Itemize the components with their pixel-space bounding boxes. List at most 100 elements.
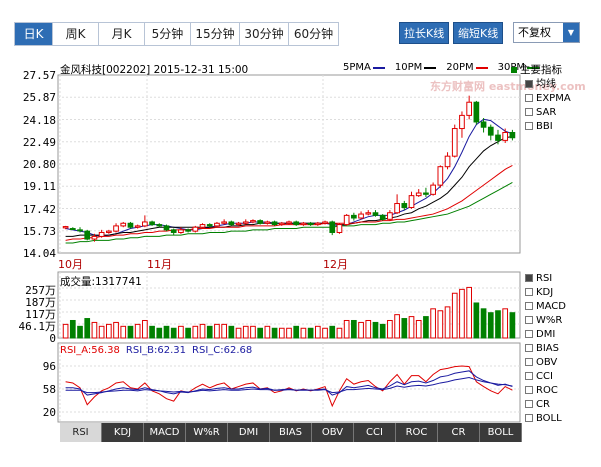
checkbox-icon[interactable] xyxy=(525,344,533,352)
rsi-panel-frame xyxy=(57,342,521,423)
indicator-tab[interactable]: RSI xyxy=(60,423,102,442)
volume-bar xyxy=(351,319,357,339)
volume-bar xyxy=(480,308,487,339)
volume-bar xyxy=(300,327,307,339)
volume-tick-label: 0 xyxy=(49,332,56,345)
volume-bar xyxy=(466,286,473,339)
candle xyxy=(444,152,451,170)
indicator-option[interactable]: DMI xyxy=(525,327,566,341)
period-tab[interactable]: 月K xyxy=(99,23,145,45)
indicator-option[interactable]: BIAS xyxy=(525,341,566,355)
indicator-option[interactable]: CR xyxy=(525,397,566,411)
checkbox-icon[interactable] xyxy=(525,414,533,422)
volume-bar xyxy=(235,327,242,339)
indicator-option[interactable]: SAR xyxy=(525,105,571,119)
candle xyxy=(415,189,422,197)
indicator-option[interactable]: MACD xyxy=(525,299,566,313)
adjust-select[interactable]: 不复权 ▼ xyxy=(513,22,580,43)
volume-bar xyxy=(365,319,372,339)
period-tab[interactable]: 5分钟 xyxy=(145,23,191,45)
indicator-tab[interactable]: DMI xyxy=(228,423,270,442)
period-tab[interactable]: 周K xyxy=(53,23,99,45)
candle-body xyxy=(509,131,516,139)
ma-legend-label: 5PMA xyxy=(343,62,371,73)
indicator-tab[interactable]: BOLL xyxy=(480,423,522,442)
ma-legend-swatch xyxy=(475,66,488,69)
indicator-option[interactable]: ROC xyxy=(525,383,566,397)
candle-body xyxy=(336,224,343,233)
checkbox-icon[interactable] xyxy=(525,400,533,408)
checkbox-icon[interactable] xyxy=(525,386,533,394)
candle-body xyxy=(322,221,328,224)
indicator-option[interactable]: W%R xyxy=(525,313,566,327)
checkbox-icon[interactable] xyxy=(525,358,533,366)
candle xyxy=(214,221,220,228)
candle-body xyxy=(77,229,83,232)
indicator-option-label: ROC xyxy=(536,384,558,396)
indicator-option[interactable]: EXPMA xyxy=(525,91,571,105)
checkbox-icon[interactable] xyxy=(525,108,533,116)
volume-bar xyxy=(142,319,148,339)
volume-bar xyxy=(459,288,465,339)
indicator-option[interactable]: RSI xyxy=(525,271,566,285)
checkbox-icon[interactable] xyxy=(525,274,533,282)
indicator-tab[interactable]: ROC xyxy=(396,423,438,442)
checkbox-icon[interactable] xyxy=(525,80,533,88)
volume-bar xyxy=(415,319,422,339)
volume-bar xyxy=(473,302,480,339)
main-indicator-label: 主要指标 xyxy=(520,64,562,76)
candle xyxy=(437,165,444,188)
candle-body xyxy=(98,231,105,237)
volume-bar xyxy=(242,325,249,339)
rsi-tick-label: 96 xyxy=(42,360,56,373)
zoom-in-button[interactable]: 拉长K线 xyxy=(399,22,450,44)
checkbox-icon[interactable] xyxy=(525,372,533,380)
volume-tick-label: 257万 xyxy=(25,284,56,297)
zoom-out-button[interactable]: 缩短K线 xyxy=(453,22,504,44)
volume-bar xyxy=(98,325,105,339)
indicator-tab[interactable]: CR xyxy=(438,423,480,442)
candle xyxy=(365,210,372,216)
volume-bar xyxy=(69,319,76,339)
indicator-option[interactable]: BBI xyxy=(525,119,571,133)
indicator-option[interactable]: 均线 xyxy=(525,77,571,91)
indicator-option[interactable]: BOLL xyxy=(525,411,566,425)
checkbox-icon[interactable] xyxy=(525,122,533,130)
candle-body xyxy=(91,235,98,240)
chevron-down-icon[interactable]: ▼ xyxy=(563,23,579,42)
indicator-option[interactable]: OBV xyxy=(525,355,566,369)
indicator-tab[interactable]: KDJ xyxy=(102,423,144,442)
volume-tick-label: 46.1万 xyxy=(18,320,57,333)
indicator-option-label: DMI xyxy=(536,328,556,340)
volume-bar xyxy=(127,325,134,339)
checkbox-icon[interactable] xyxy=(525,288,533,296)
period-tab[interactable]: 60分钟 xyxy=(289,23,338,45)
candle-body xyxy=(372,212,379,216)
candle xyxy=(401,200,408,211)
checkbox-icon[interactable] xyxy=(525,316,533,324)
period-tab[interactable]: 日K xyxy=(15,23,53,45)
period-tab[interactable]: 30分钟 xyxy=(240,23,289,45)
candle xyxy=(142,215,148,228)
indicator-tab[interactable]: MACD xyxy=(144,423,186,442)
volume-bar xyxy=(487,312,494,339)
volume-bar xyxy=(336,327,343,339)
volume-bar xyxy=(379,323,386,339)
month-label: 12月 xyxy=(323,258,348,271)
indicator-tab[interactable]: W%R xyxy=(186,423,228,442)
indicator-option[interactable]: KDJ xyxy=(525,285,566,299)
checkbox-icon[interactable] xyxy=(525,302,533,310)
checkbox-icon[interactable] xyxy=(525,94,533,102)
indicator-tab[interactable]: OBV xyxy=(312,423,354,442)
period-tab[interactable]: 15分钟 xyxy=(191,23,240,45)
candle-body xyxy=(487,126,494,136)
main-indicator-toggle[interactable]: 主要指标 xyxy=(511,62,562,77)
indicator-option[interactable]: CCI xyxy=(525,369,566,383)
indicator-option-label: SAR xyxy=(536,106,557,118)
candle xyxy=(228,220,235,226)
indicator-tab[interactable]: CCI xyxy=(354,423,396,442)
volume-bar xyxy=(228,325,235,339)
checkbox-icon[interactable] xyxy=(525,330,533,338)
indicator-tab[interactable]: BIAS xyxy=(270,423,312,442)
